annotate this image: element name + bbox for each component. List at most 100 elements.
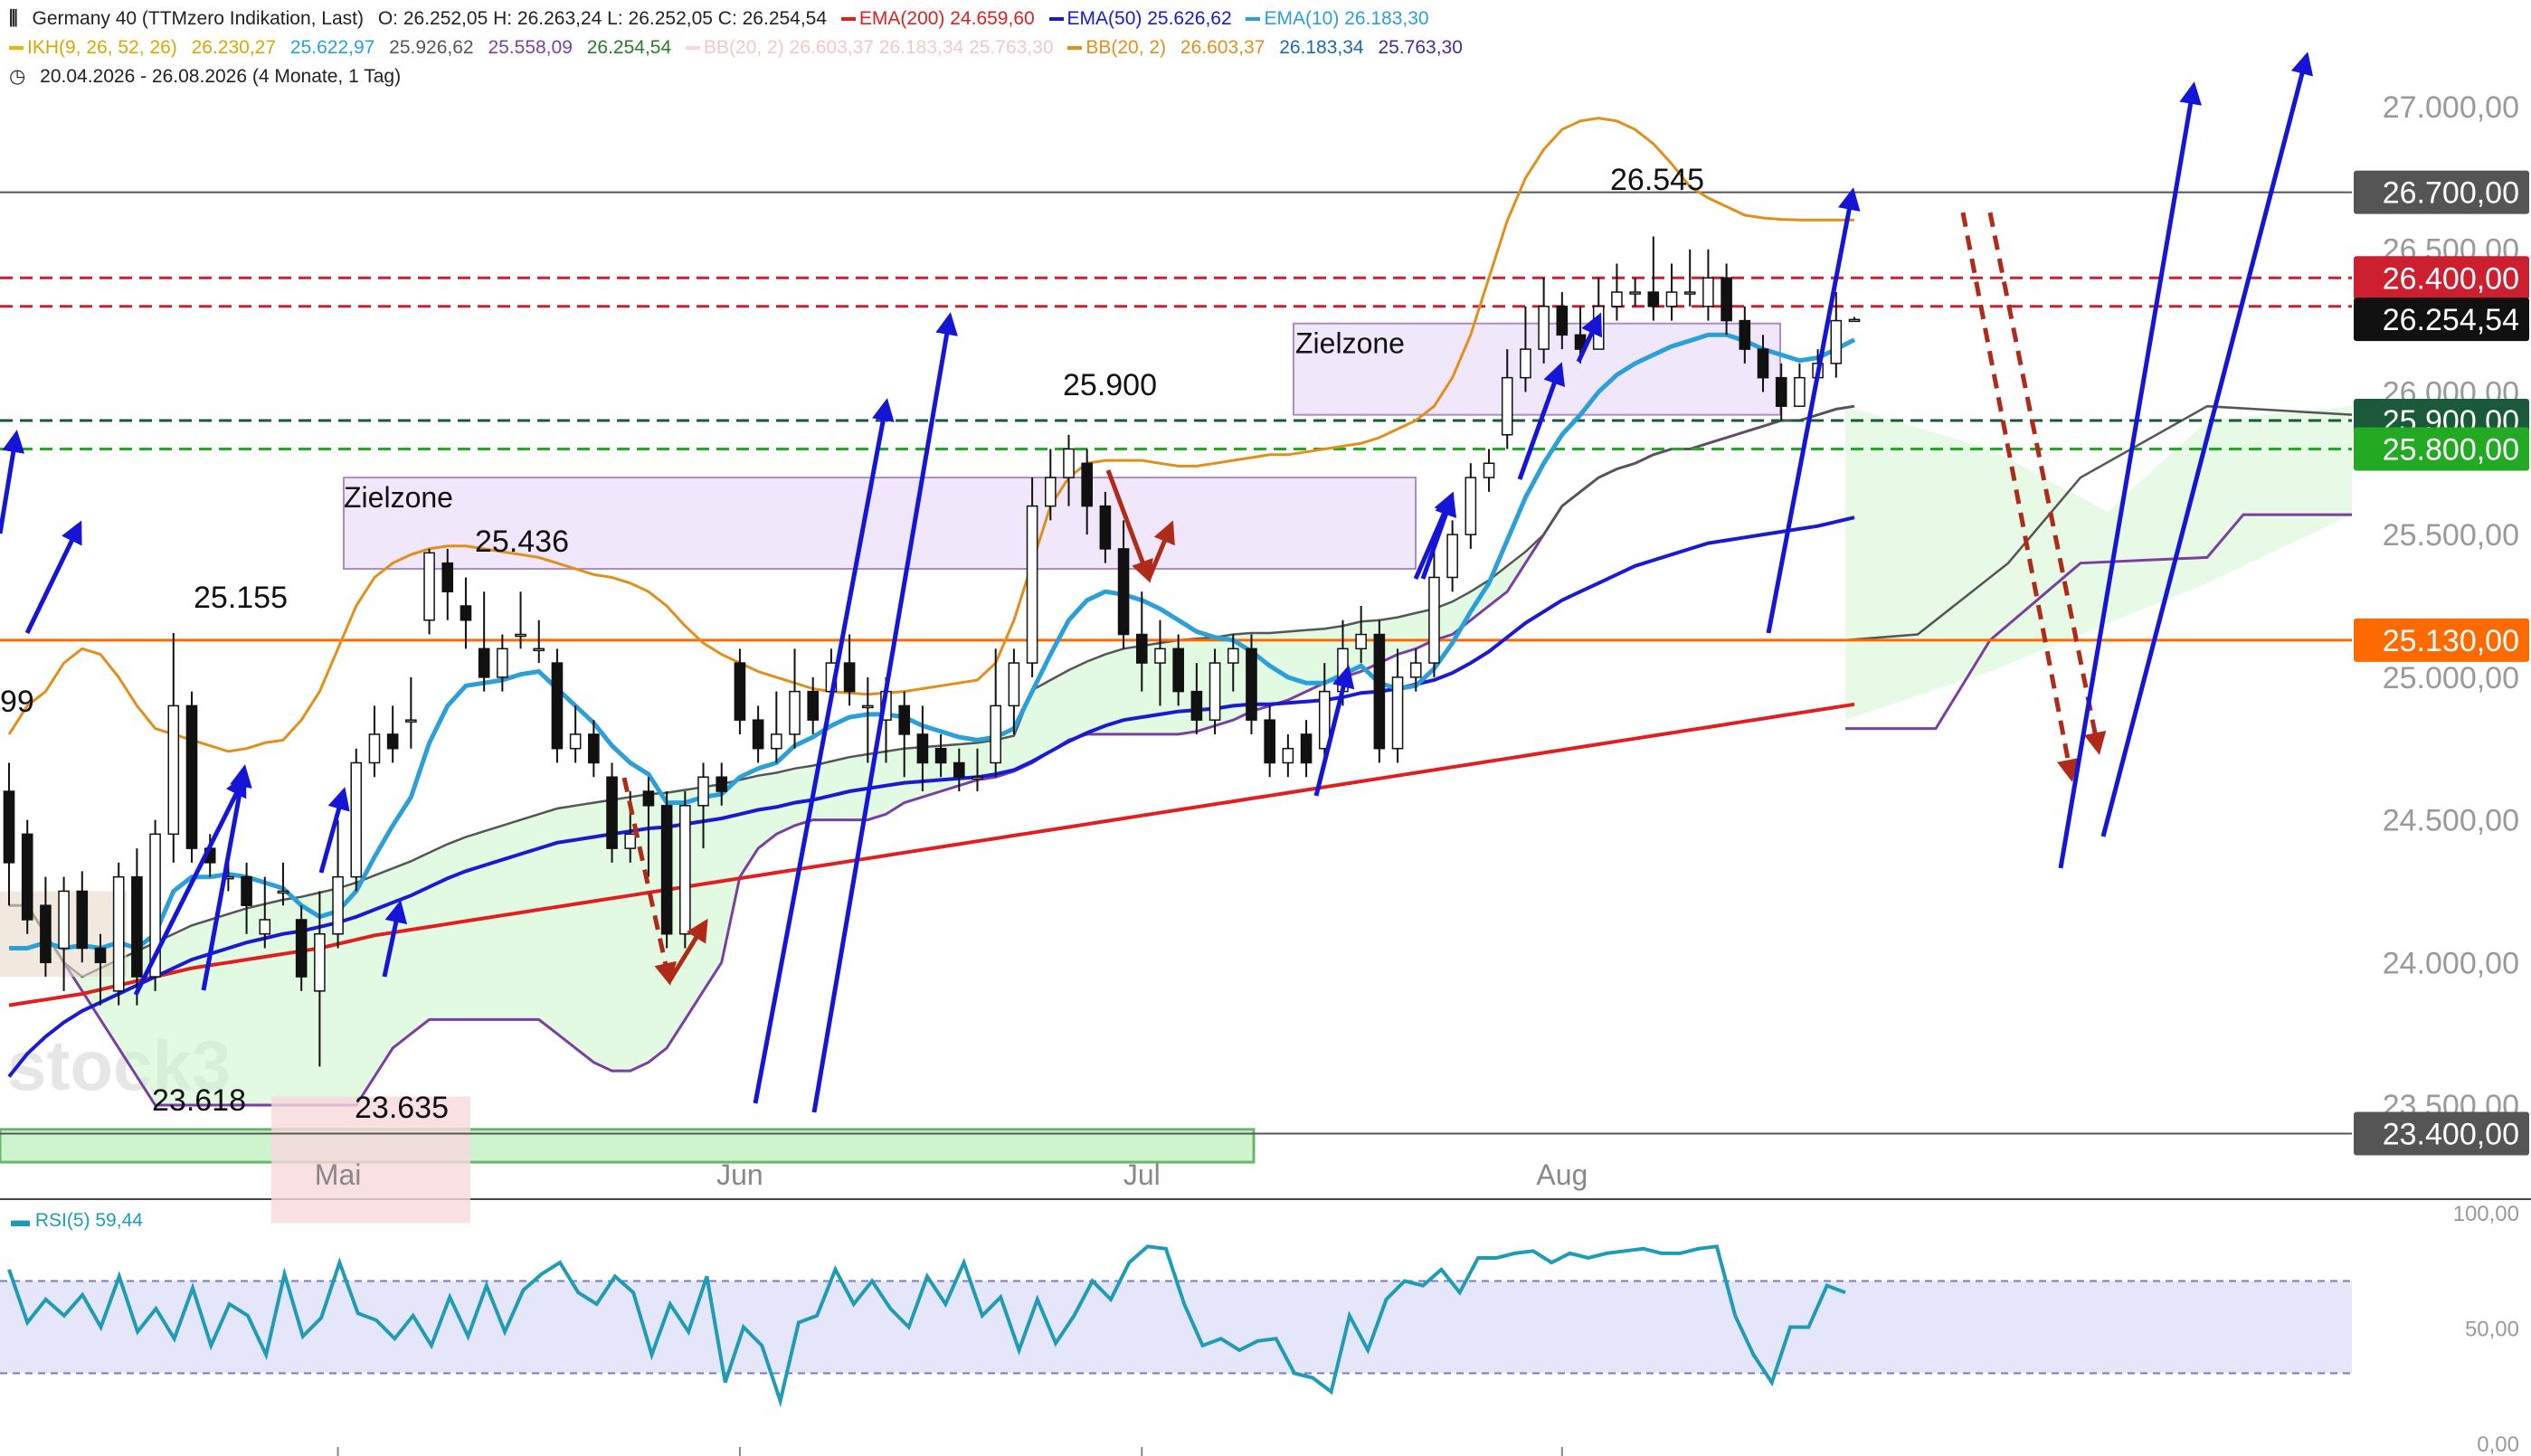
candle: [1246, 634, 1257, 734]
candle: [40, 876, 52, 978]
candle: [1264, 705, 1275, 778]
candle-body: [1318, 690, 1331, 750]
candle-body: [1611, 291, 1623, 307]
candle-body: [843, 662, 856, 693]
candle: [1683, 249, 1696, 307]
rsi-panel[interactable]: 100,00 50,00 0,00: [0, 1202, 2519, 1456]
legend-ikh[interactable]: IKH(9, 26, 52, 26): [9, 37, 177, 58]
candle-body: [862, 704, 874, 709]
candle-body: [1373, 633, 1386, 750]
rsi-legend[interactable]: ▬ RSI(5) 59,44: [11, 1210, 143, 1232]
candle-body: [1154, 648, 1166, 664]
candle: [1209, 648, 1221, 734]
level-badge-label: 26.700,00: [2383, 176, 2519, 211]
legend-bb[interactable]: BB(20, 2): [1067, 37, 1166, 58]
price-axis[interactable]: 27.000,0026.500,0026.000,0025.500,0025.0…: [2352, 0, 2531, 1198]
rsi-swatch-icon: ▬: [11, 1210, 30, 1231]
candle: [1465, 463, 1477, 549]
rsi-label: RSI(5): [34, 1210, 90, 1231]
candle-body: [588, 733, 600, 764]
candle: [1172, 634, 1184, 706]
candle-body: [1647, 291, 1660, 307]
candle-body: [660, 805, 673, 935]
rsi-tick-label: 50,00: [2465, 1318, 2519, 1342]
level-badge: 25.130,00: [2354, 618, 2529, 662]
clock-icon: ◷: [9, 66, 26, 87]
candle-body: [1775, 376, 1787, 407]
candle-body: [515, 633, 526, 638]
x-tick-label: Mai: [315, 1158, 362, 1191]
level-badge-label: 25.800,00: [2383, 433, 2519, 468]
x-tick-label: Jun: [716, 1158, 763, 1191]
senkou-span-b-future: [1845, 513, 2352, 731]
instrument-name[interactable]: Germany 40 (TTMzero Indikation, Last): [32, 8, 364, 29]
candle-body: [21, 833, 33, 921]
rsi-value: 59,44: [95, 1210, 143, 1231]
candle: [771, 691, 782, 763]
candle: [1318, 663, 1331, 763]
candle-body: [679, 805, 691, 935]
trend-arrow: [1105, 469, 1153, 583]
candle: [1520, 306, 1531, 392]
candle: [21, 819, 33, 934]
candle: [716, 762, 728, 806]
trend-arrow: [811, 312, 958, 1113]
candle: [1556, 292, 1569, 350]
level-badge-label: 23.400,00: [2383, 1118, 2519, 1152]
rsi-line: [7, 1244, 1846, 1408]
candle-body: [112, 875, 125, 992]
candle-body: [1739, 319, 1751, 350]
y-tick-label: 24.500,00: [2383, 804, 2519, 838]
price-annotations: 25.155 25.436 25.900 26.545 23.618 23.635 99: [0, 163, 1704, 1125]
candle: [1483, 449, 1495, 492]
candle-body: [58, 890, 70, 950]
candle: [934, 733, 947, 778]
candle: [1757, 335, 1769, 392]
legend-ema10[interactable]: EMA(10) 26.183,30: [1246, 8, 1429, 29]
candle-body: [350, 761, 363, 878]
period-label: 20.04.2026 - 26.08.2026 (4 Monate, 1 Tag…: [40, 66, 402, 87]
candle-body: [972, 776, 983, 780]
legend-ema200[interactable]: EMA(200) 24.659,60: [840, 8, 1035, 29]
candle: [1794, 363, 1806, 407]
candle-body: [697, 776, 709, 807]
candle-body: [423, 552, 435, 621]
candle: [972, 748, 983, 792]
support-zone-green: [0, 1128, 1256, 1164]
candle-body: [497, 648, 508, 678]
rsi-tick-label: 0,00: [2477, 1432, 2519, 1456]
candle: [185, 691, 198, 863]
legend-row-ikh: IKH(9, 26, 52, 26) 26.230,27 25.622,97 2…: [9, 34, 1472, 61]
time-axis[interactable]: Mai Jun Jul Aug: [315, 1158, 1588, 1456]
candle-body: [934, 747, 947, 764]
y-tick-label: 27.000,00: [2383, 90, 2519, 125]
legend-bb-faint[interactable]: BB(20, 2) 26.603,37 26.183,34 25.763,30: [686, 37, 1054, 58]
candle-body: [386, 733, 399, 750]
candle: [368, 705, 381, 778]
trend-arrow: [2100, 52, 2314, 837]
candle: [478, 591, 490, 692]
legend-row-period: ◷ 20.04.2026 - 26.08.2026 (4 Monate, 1 T…: [9, 63, 410, 90]
candle-body: [149, 833, 161, 978]
candle: [679, 791, 691, 949]
candle: [112, 862, 125, 1006]
price-label: 25.155: [194, 581, 288, 615]
candle: [1190, 663, 1203, 734]
level-badge: 26.254,54: [2354, 298, 2529, 342]
legend-ema50[interactable]: EMA(50) 25.626,62: [1048, 8, 1232, 29]
trend-arrow: [1987, 212, 2107, 755]
chart-type-icon: ⫼: [9, 8, 18, 29]
candle-body: [1300, 733, 1313, 764]
candle-body: [1683, 291, 1696, 295]
candle-body: [771, 733, 782, 750]
candle: [1647, 236, 1660, 321]
price-label: 23.635: [355, 1091, 449, 1125]
cloud-fill: [9, 406, 1854, 1105]
level-badge: 26.700,00: [2354, 170, 2529, 214]
candle-body: [1702, 277, 1714, 307]
candle-body: [1391, 676, 1404, 750]
candle: [405, 676, 417, 749]
trend-arrow: [24, 520, 82, 635]
target-zone-2-label: Zielzone: [1295, 327, 1405, 360]
